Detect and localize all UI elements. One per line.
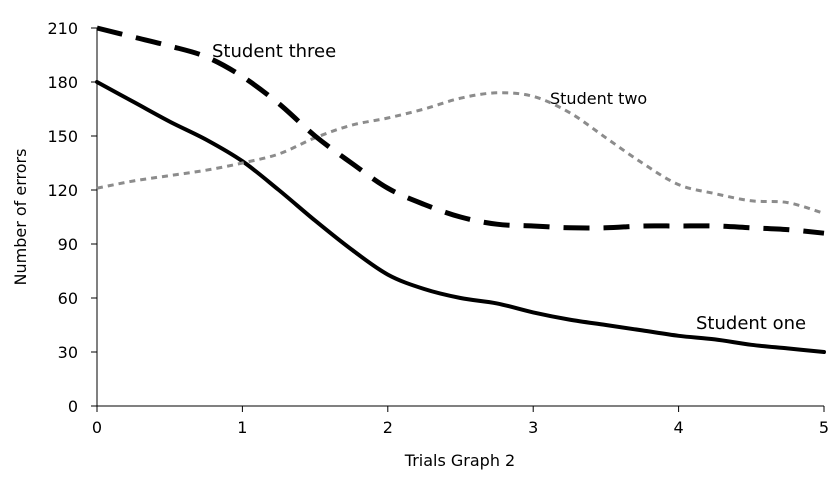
y-tick-label: 0 xyxy=(68,397,78,416)
series-line-student-two xyxy=(96,91,825,215)
y-tick-label: 60 xyxy=(58,289,78,308)
series-label-student-three: Student three xyxy=(212,41,336,62)
series-label-student-two: Student two xyxy=(550,89,647,108)
y-tick-label: 30 xyxy=(58,343,78,362)
y-tick-label: 180 xyxy=(47,73,78,92)
x-tick-label: 2 xyxy=(383,418,393,437)
y-tick-label: 120 xyxy=(47,181,78,200)
x-tick-label: 0 xyxy=(92,418,102,437)
series-labels: Student three Student two Student one xyxy=(212,41,806,334)
x-tick-label: 5 xyxy=(819,418,829,437)
series-line-student-one xyxy=(95,80,826,354)
y-tick-label: 150 xyxy=(47,127,78,146)
y-tick-label: 210 xyxy=(47,19,78,38)
x-tick-label: 3 xyxy=(528,418,538,437)
x-tick-label: 4 xyxy=(674,418,684,437)
series-lines xyxy=(95,25,826,354)
y-axis-title: Number of errors xyxy=(11,149,30,286)
x-tick-label: 1 xyxy=(237,418,247,437)
axes xyxy=(96,28,824,407)
series-line-student-three xyxy=(96,25,825,236)
tick-labels: 0 1 2 3 4 5 0 30 60 90 120 150 180 210 xyxy=(47,19,829,437)
y-tick-label: 90 xyxy=(58,235,78,254)
ticks xyxy=(91,27,825,412)
x-axis-title: Trials Graph 2 xyxy=(404,451,515,470)
series-label-student-one: Student one xyxy=(696,313,806,334)
